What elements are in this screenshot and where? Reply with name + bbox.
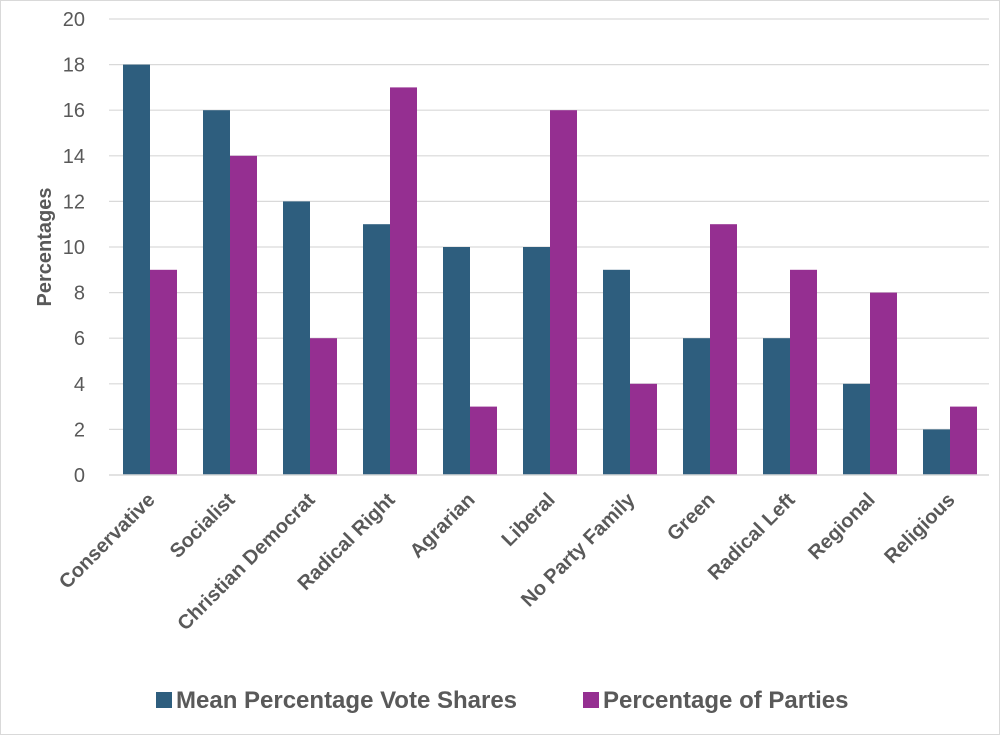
y-tick-label: 8 — [74, 283, 85, 305]
legend: Mean Percentage Vote Shares Percentage of… — [156, 687, 848, 714]
y-tick-label: 14 — [63, 146, 85, 168]
y-tick-label: 6 — [74, 328, 85, 350]
bar-vote-share — [603, 269, 630, 475]
bar-parties — [870, 292, 897, 475]
bar-parties — [150, 269, 177, 475]
y-tick-label: 4 — [74, 374, 85, 396]
bar-parties — [710, 224, 737, 475]
y-tick-label: 20 — [63, 9, 85, 31]
bar-vote-share — [123, 64, 150, 475]
x-category-label: Christian Democrat — [174, 489, 320, 635]
x-category-label: Religious — [880, 489, 959, 568]
x-category-label: Liberal — [498, 489, 560, 551]
legend-swatch — [583, 692, 599, 708]
bar-vote-share — [443, 247, 470, 475]
bar-parties — [790, 269, 817, 475]
y-tick-label: 10 — [63, 237, 85, 259]
bar-vote-share — [683, 338, 710, 475]
bar-parties — [950, 406, 977, 475]
legend-label: Mean Percentage Vote Shares — [176, 687, 517, 714]
bar-parties — [310, 338, 337, 475]
y-tick-label: 2 — [74, 419, 85, 441]
bar-parties — [630, 383, 657, 475]
x-category-label: Socialist — [166, 489, 240, 563]
y-axis-title: Percentages — [34, 188, 56, 307]
bar-vote-share — [283, 201, 310, 475]
bar-vote-share — [203, 110, 230, 475]
y-tick-label: 12 — [63, 191, 85, 213]
y-tick-label: 0 — [74, 465, 85, 487]
bar-vote-share — [923, 429, 950, 475]
bar-parties — [230, 155, 257, 476]
y-tick-label: 18 — [63, 55, 85, 77]
x-category-label: Conservative — [55, 489, 159, 593]
bar-parties — [550, 110, 577, 475]
bars — [123, 64, 977, 476]
x-category-label: Radical Left — [704, 489, 800, 585]
x-category-label: Regional — [804, 489, 879, 564]
bar-parties — [470, 406, 497, 475]
bar-vote-share — [523, 247, 550, 475]
bar-vote-share — [843, 383, 870, 475]
bar-vote-share — [363, 224, 390, 475]
legend-swatch — [156, 692, 172, 708]
y-axis-ticks: 0 2 4 6 8 10 12 14 16 18 20 — [63, 9, 85, 487]
bar-parties — [390, 87, 417, 476]
x-category-label: Green — [663, 489, 719, 545]
legend-label: Percentage of Parties — [603, 687, 848, 714]
x-category-label: Agrarian — [406, 489, 480, 563]
y-tick-label: 16 — [63, 100, 85, 122]
bar-vote-share — [763, 338, 790, 475]
